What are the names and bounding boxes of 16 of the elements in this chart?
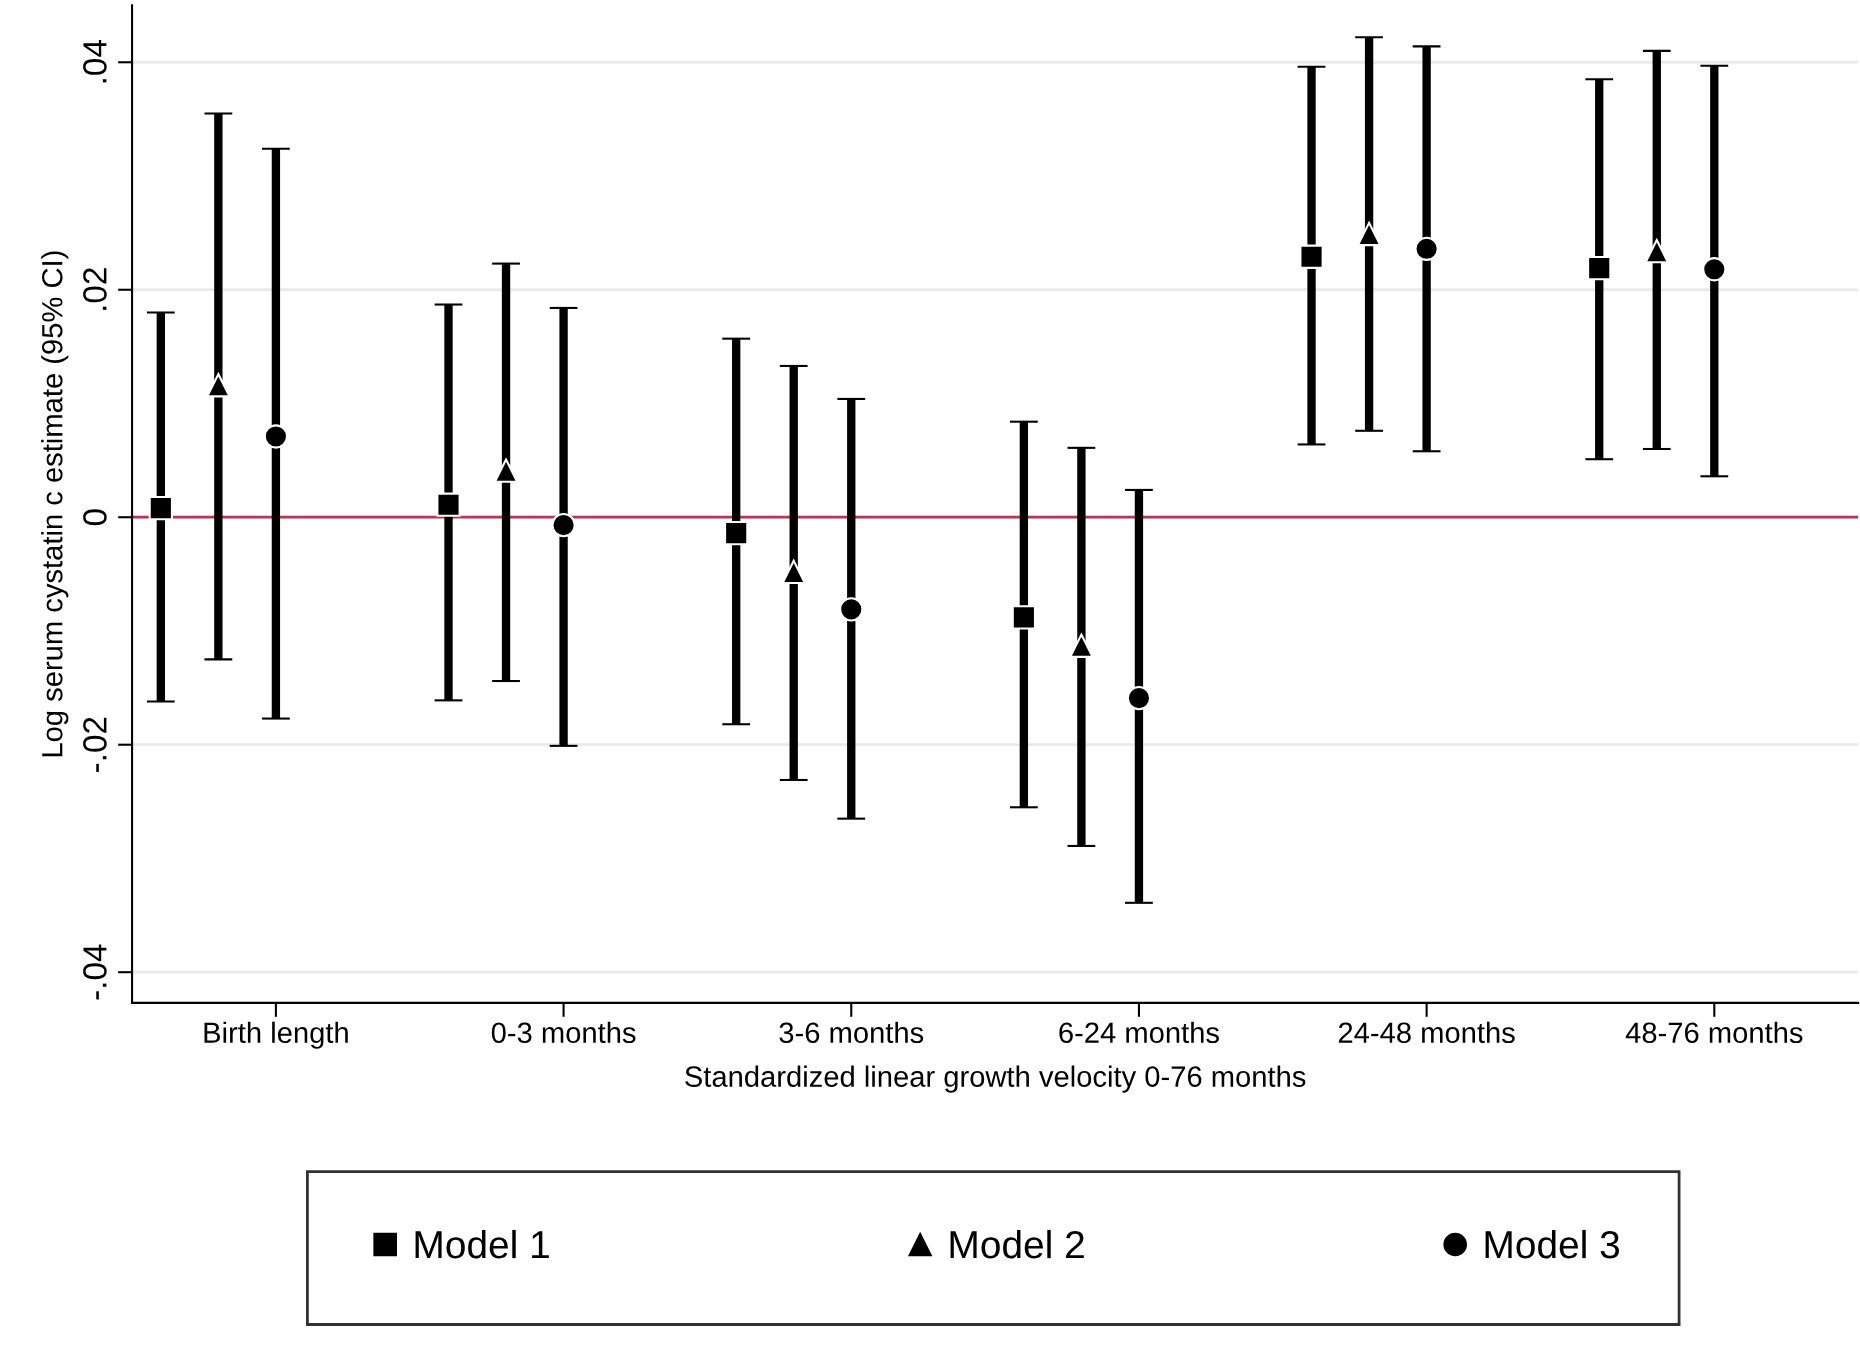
y-tick-label: 0 (83, 509, 107, 526)
legend-label: Model 2 (950, 1229, 1084, 1259)
x-axis-title: Standardized linear growth velocity 0-76 months (685, 1065, 1306, 1093)
x-tick-label: 24-48 months (1338, 1021, 1515, 1044)
y-axis-title: Log serum cystatin c estimate (95% CI) (41, 251, 69, 757)
x-tick-label: 3-6 months (779, 1021, 924, 1044)
x-tick-label: 6-24 months (1059, 1021, 1219, 1044)
x-tick-label: 48-76 months (1625, 1021, 1803, 1044)
legend-label: Model 3 (1485, 1229, 1620, 1259)
y-tick-label: -.02 (83, 717, 107, 772)
y-tick-label: .04 (83, 40, 107, 83)
y-tick-label: .02 (83, 268, 107, 310)
x-tick-label: 0-3 months (491, 1021, 636, 1044)
x-tick-label: Birth length (204, 1021, 348, 1049)
y-tick-label: -.04 (83, 944, 107, 1000)
legend-label: Model 1 (415, 1229, 549, 1259)
